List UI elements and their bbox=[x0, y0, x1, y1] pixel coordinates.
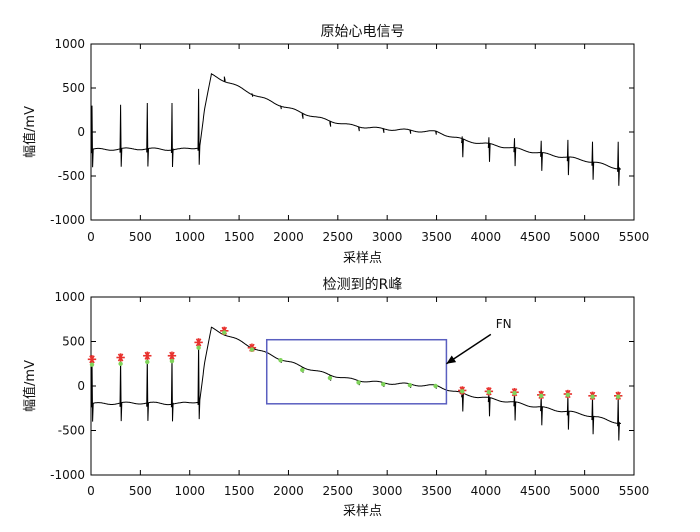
r-peak-position-dot bbox=[538, 393, 544, 398]
x-tick-label: 5500 bbox=[619, 230, 650, 244]
x-tick-label: 2500 bbox=[323, 230, 354, 244]
x-tick-label: 5500 bbox=[619, 484, 650, 498]
r-peak-position-dot bbox=[89, 362, 95, 367]
r-peak-position-dot bbox=[381, 382, 386, 387]
x-tick-label: 1500 bbox=[224, 484, 255, 498]
y-axis-label: 幅值/mV bbox=[22, 360, 38, 412]
chart-title: 原始心电信号 bbox=[321, 24, 405, 40]
fn-arrow-head bbox=[446, 355, 457, 364]
x-tick-label: 3000 bbox=[372, 484, 403, 498]
r-peak-position-dot bbox=[565, 392, 571, 398]
fn-annotation-label: FN bbox=[496, 317, 512, 331]
detected-r-peak-marker bbox=[167, 351, 177, 360]
x-axis-label: 采样点 bbox=[343, 251, 382, 266]
detected-r-peak-marker bbox=[87, 355, 97, 364]
x-tick-label: 0 bbox=[87, 484, 95, 498]
detected-r-peak-marker bbox=[194, 338, 203, 347]
r-peak-position-dot bbox=[300, 367, 305, 373]
x-tick-label: 4000 bbox=[471, 230, 502, 244]
x-tick-label: 2500 bbox=[323, 484, 354, 498]
ecg-signal-line bbox=[90, 73, 621, 186]
r-peak-position-dot bbox=[145, 359, 150, 365]
x-tick-label: 2000 bbox=[273, 230, 304, 244]
r-peak-position-dot bbox=[118, 361, 123, 366]
r-peak-position-dot bbox=[486, 390, 492, 395]
r-peak-position-dot bbox=[407, 382, 413, 388]
x-tick-label: 500 bbox=[129, 230, 152, 244]
x-tick-label: 5000 bbox=[569, 484, 600, 498]
y-tick-label: 1000 bbox=[54, 37, 85, 51]
x-tick-label: 4500 bbox=[520, 484, 551, 498]
y-axis-label: 幅值/mV bbox=[22, 106, 38, 158]
x-tick-label: 500 bbox=[129, 484, 152, 498]
y-tick-label: -500 bbox=[58, 424, 85, 438]
y-tick-label: -1000 bbox=[50, 468, 85, 482]
r-peak-position-dot bbox=[590, 394, 595, 399]
x-axis-label: 采样点 bbox=[343, 504, 382, 519]
detected-r-peak-marker bbox=[116, 353, 125, 362]
x-tick-label: 3000 bbox=[372, 230, 403, 244]
x-tick-label: 5000 bbox=[569, 230, 600, 244]
y-tick-label: -500 bbox=[58, 169, 85, 183]
detected-r-peak-marker bbox=[143, 351, 152, 360]
r-peak-position-dot bbox=[512, 390, 517, 396]
chart-panel-2: 检测到的R峰 0 500 1000 1500 2000 2500 3000 3500 4000 45… bbox=[22, 277, 649, 519]
x-tick-label: 1000 bbox=[174, 230, 205, 244]
r-peak-position-dot bbox=[249, 347, 255, 352]
x-tick-label: 1500 bbox=[224, 230, 255, 244]
y-tick-label: 500 bbox=[62, 81, 85, 95]
y-tick-label: 0 bbox=[77, 379, 85, 393]
r-peak-position-dot bbox=[169, 358, 175, 364]
x-tick-label: 3500 bbox=[421, 484, 452, 498]
x-tick-label: 0 bbox=[87, 230, 95, 244]
x-tick-label: 4500 bbox=[520, 230, 551, 244]
r-peak-position-dot bbox=[433, 383, 438, 389]
r-peak-position-dot bbox=[616, 394, 621, 399]
r-peak-position-dot bbox=[196, 345, 201, 350]
ecg-signal-line bbox=[90, 326, 621, 441]
r-peak-position-dot bbox=[222, 330, 227, 335]
x-tick-label: 1000 bbox=[174, 484, 205, 498]
y-tick-label: 500 bbox=[62, 335, 85, 349]
chart-title: 检测到的R峰 bbox=[323, 277, 403, 293]
y-tick-label: 0 bbox=[77, 125, 85, 139]
false-negative-region-box bbox=[265, 338, 448, 405]
r-peak-position-dot bbox=[460, 389, 465, 394]
r-peak-position-dot bbox=[356, 380, 361, 385]
y-tick-label: -1000 bbox=[50, 213, 85, 227]
x-tick-label: 2000 bbox=[273, 484, 304, 498]
x-tick-label: 4000 bbox=[471, 484, 502, 498]
y-tick-label: 1000 bbox=[54, 290, 85, 304]
chart-panel-1: 原始心电信号 0 500 1000 1500 2000 2500 3000 3500 4000 45… bbox=[22, 24, 649, 266]
r-peak-position-dot bbox=[278, 357, 283, 363]
x-tick-label: 3500 bbox=[421, 230, 452, 244]
r-peak-position-dot bbox=[327, 375, 333, 381]
